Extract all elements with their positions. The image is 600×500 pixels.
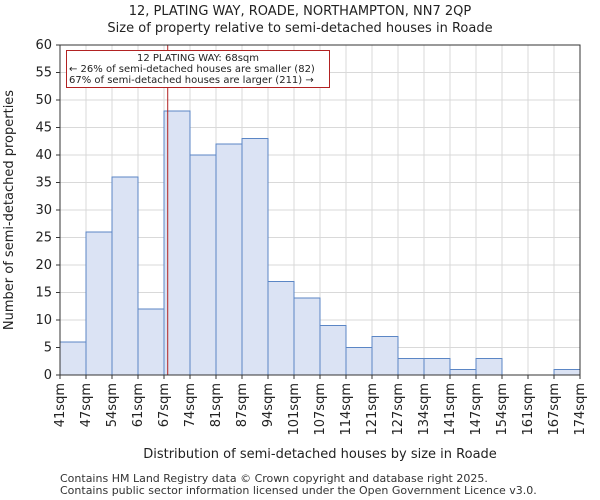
x-tick-label: 114sqm bbox=[339, 383, 354, 436]
y-tick-label: 30 bbox=[35, 203, 52, 218]
x-tick-label: 81sqm bbox=[209, 383, 224, 427]
y-tick-label: 0 bbox=[44, 368, 52, 383]
annotation-title: 12 PLATING WAY: 68sqm bbox=[136, 53, 260, 64]
histogram-bar bbox=[85, 231, 113, 376]
x-tick-label: 147sqm bbox=[469, 383, 484, 436]
y-tick-label: 25 bbox=[35, 231, 52, 246]
x-tick-label: 87sqm bbox=[235, 383, 250, 427]
x-tick-label: 127sqm bbox=[391, 383, 406, 436]
y-tick-label: 10 bbox=[35, 313, 52, 328]
x-tick-label: 61sqm bbox=[131, 383, 146, 427]
histogram-bar bbox=[293, 297, 321, 376]
footer-licence: Contains public sector information licen… bbox=[60, 484, 537, 497]
histogram-bar bbox=[189, 154, 217, 376]
histogram-bar bbox=[371, 336, 399, 376]
histogram-bar bbox=[423, 358, 451, 376]
histogram-bar bbox=[475, 358, 503, 376]
y-tick-label: 55 bbox=[35, 66, 52, 81]
histogram-bar bbox=[267, 281, 295, 376]
chart-title-address: 12, PLATING WAY, ROADE, NORTHAMPTON, NN7… bbox=[128, 4, 472, 19]
histogram-bar bbox=[137, 308, 165, 376]
annotation-larger-text: 67% of semi-detached houses are larger (… bbox=[69, 75, 314, 86]
x-tick-label: 167sqm bbox=[547, 383, 562, 436]
x-tick-label: 107sqm bbox=[313, 383, 328, 436]
y-tick-label: 45 bbox=[35, 121, 52, 136]
y-tick-label: 40 bbox=[35, 148, 52, 163]
histogram-bar bbox=[345, 347, 373, 376]
x-tick-label: 161sqm bbox=[521, 383, 536, 436]
x-tick-label: 154sqm bbox=[495, 383, 510, 436]
y-tick-label: 50 bbox=[35, 93, 52, 108]
annotation-box: 12 PLATING WAY: 68sqm ← 26% of semi-deta… bbox=[66, 50, 330, 88]
histogram-bar bbox=[449, 369, 477, 376]
y-tick-label: 15 bbox=[35, 286, 52, 301]
x-tick-label: 141sqm bbox=[443, 383, 458, 436]
histogram-bar bbox=[241, 138, 269, 376]
histogram-bar bbox=[111, 176, 139, 376]
y-axis-label: Number of semi-detached properties bbox=[2, 90, 17, 330]
x-tick-label: 174sqm bbox=[573, 383, 588, 436]
histogram-bar bbox=[59, 341, 87, 376]
x-axis-label: Distribution of semi-detached houses by … bbox=[143, 447, 497, 462]
histogram-bar bbox=[397, 358, 425, 376]
histogram-bar bbox=[215, 143, 243, 376]
x-tick-label: 47sqm bbox=[79, 383, 94, 427]
x-tick-label: 121sqm bbox=[365, 383, 380, 436]
y-tick-label: 20 bbox=[35, 258, 52, 273]
y-tick-label: 5 bbox=[44, 341, 52, 356]
chart-subtitle: Size of property relative to semi-detach… bbox=[107, 21, 493, 36]
x-tick-label: 134sqm bbox=[417, 383, 432, 436]
x-tick-label: 41sqm bbox=[53, 383, 68, 427]
x-tick-label: 67sqm bbox=[157, 383, 172, 427]
x-tick-label: 74sqm bbox=[183, 383, 198, 427]
x-tick-label: 101sqm bbox=[287, 383, 302, 436]
annotation-smaller-text: ← 26% of semi-detached houses are smalle… bbox=[69, 64, 315, 75]
x-tick-label: 54sqm bbox=[105, 383, 120, 427]
histogram-bar bbox=[553, 369, 581, 376]
x-tick-label: 94sqm bbox=[261, 383, 276, 427]
y-tick-label: 35 bbox=[35, 176, 52, 191]
histogram-bar bbox=[319, 325, 347, 376]
footer-copyright: Contains HM Land Registry data © Crown c… bbox=[60, 472, 488, 485]
y-tick-label: 60 bbox=[35, 38, 52, 53]
